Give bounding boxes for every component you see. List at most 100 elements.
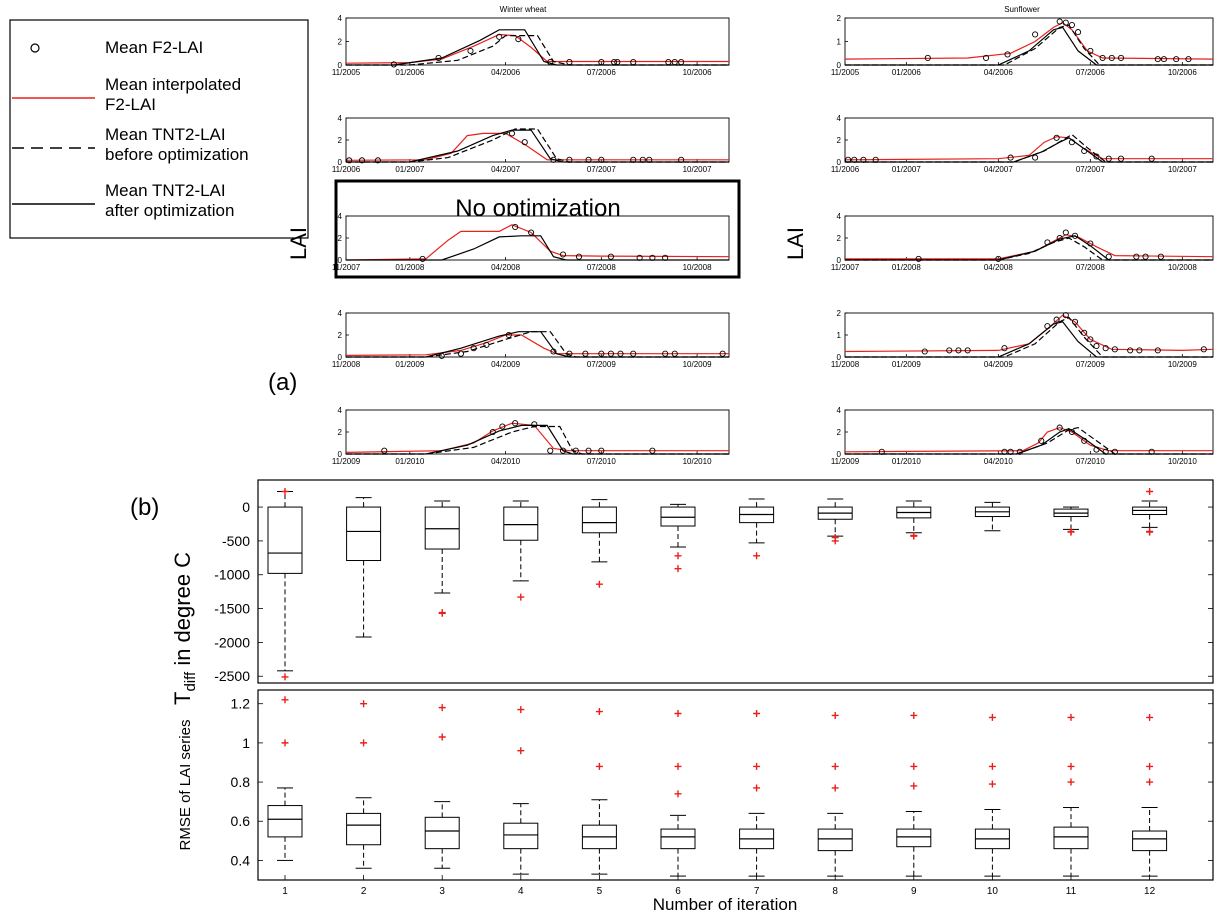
- lai-observed-point: [1136, 347, 1143, 354]
- lai-xtick-label: 10/2007: [683, 165, 712, 174]
- title-sunflower: Sunflower: [1004, 5, 1040, 14]
- lai-observed-point: [1148, 155, 1155, 162]
- lai-plot-frame: [844, 409, 1214, 455]
- boxplot-b-top: 0 -500 -1000 -1500 -2000 -2500: [214, 488, 1213, 684]
- lai-observed-point: [435, 54, 442, 62]
- lai-xtick-label: 04/2009: [491, 360, 520, 369]
- box-iteration-12: 12: [1132, 713, 1168, 897]
- lai-observed-point: [483, 341, 490, 348]
- lai-observed-point: [1117, 54, 1125, 62]
- lai-chart-sunflower-2005-2006: 0 1 2 11/2005 01/2006 04/2006 07/2006 10/2006: [831, 14, 1214, 77]
- box-bottom-frame: [257, 689, 1214, 881]
- box-xtick-label: 10: [987, 886, 999, 897]
- lai-observed-point: [878, 448, 885, 455]
- box-outlier: [595, 580, 603, 588]
- lai-observed-point: [547, 59, 554, 66]
- lai-observed-point: [346, 157, 353, 164]
- lai-observed-point: [566, 59, 573, 66]
- lai-observed-point: [915, 255, 922, 262]
- lai-chart-sunflower-2006-2007: 0 2 4 11/2006 01/2007 04/2007 07/2007 10/2007: [831, 114, 1214, 174]
- box-iqr: [660, 506, 696, 527]
- lai-xtick-label: 10/2010: [1168, 457, 1197, 466]
- lai-plot-frame: [345, 312, 730, 358]
- lai-plot-frame: [844, 215, 1214, 261]
- lai-xtick-label: 04/2008: [491, 263, 520, 272]
- lai-observed-point: [649, 447, 656, 454]
- lai-observed-point: [1117, 155, 1125, 162]
- lai-observed-point: [1133, 253, 1140, 260]
- lai-observed-point: [649, 254, 656, 261]
- box-ytick-label: 0.6: [231, 813, 251, 829]
- ylabel-lai-right: LAI: [783, 227, 808, 260]
- box-iqr: [346, 506, 382, 562]
- lai-observed-point: [374, 157, 381, 164]
- lai-plot-frame: [345, 409, 730, 455]
- box-ytick-label: 1: [242, 735, 250, 751]
- lai-ytick-label: 4: [338, 14, 343, 23]
- box-outlier: [1146, 778, 1154, 786]
- lai-xtick-label: 01/2007: [395, 165, 424, 174]
- lai-observed-point: [1081, 437, 1088, 444]
- box-outlier: [674, 762, 682, 770]
- lai-ytick-label: 0: [338, 353, 343, 362]
- lai-observed-point: [662, 254, 669, 261]
- lai-observed-point: [1154, 347, 1161, 354]
- box-iqr: [1132, 830, 1168, 852]
- box-outlier: [831, 762, 839, 770]
- lai-observed-point: [515, 36, 522, 43]
- box-xtick-label: 11: [1066, 886, 1077, 897]
- lai-ytick-label: 1: [837, 331, 842, 340]
- lai-observed-point: [512, 420, 519, 427]
- box-xtick-label: 12: [1144, 886, 1156, 897]
- box-xtick-label: 1: [282, 886, 288, 897]
- box-ytick-label: -1500: [214, 601, 250, 617]
- lai-observed-point: [611, 59, 618, 66]
- lai-observed-point: [964, 347, 971, 354]
- box-ytick-label: 1.2: [231, 696, 251, 712]
- box-iteration-9: [896, 500, 932, 540]
- box-iqr: [503, 506, 539, 541]
- box-iteration-8: 8: [817, 711, 853, 897]
- lai-series-red: [844, 314, 1214, 353]
- lai-observed-point: [1185, 56, 1192, 63]
- lai-ytick-label: 0: [837, 256, 842, 265]
- lai-observed-point: [1087, 47, 1094, 54]
- box-iteration-10: 10: [974, 713, 1010, 897]
- box-outlier: [910, 782, 918, 790]
- lai-chart-wheat-2005-2006: 0 2 4 11/2005 01/2006 04/2006 07/2006 10/2006: [332, 14, 730, 77]
- lai-observed-point: [1108, 54, 1115, 62]
- box-outlier: [674, 565, 682, 573]
- lai-xtick-label: 07/2007: [587, 165, 616, 174]
- lai-xtick-label: 07/2008: [1076, 263, 1105, 272]
- lai-ytick-label: 4: [338, 114, 343, 123]
- box-ytick-label: 0: [242, 499, 250, 515]
- lai-xtick-label: 11/2007: [831, 263, 860, 272]
- box-iteration-4: [503, 500, 539, 601]
- lai-xtick-label: 07/2010: [587, 457, 616, 466]
- lai-xtick-label: 07/2010: [1076, 457, 1105, 466]
- lai-ytick-label: 1: [837, 38, 842, 47]
- box-xtick-label: 5: [597, 886, 603, 897]
- box-iqr: [267, 805, 303, 838]
- box-iqr: [660, 828, 696, 850]
- lai-observed-point: [521, 139, 528, 146]
- lai-observed-point: [528, 229, 535, 236]
- lai-observed-point: [1142, 253, 1149, 260]
- box-iteration-7: 7: [739, 710, 775, 897]
- lai-ytick-label: 2: [837, 234, 842, 243]
- box-iteration-11: [1053, 506, 1089, 536]
- lai-observed-point: [550, 156, 557, 163]
- box-iteration-6: 6: [660, 710, 696, 897]
- lai-ytick-label: 4: [837, 212, 842, 221]
- lai-observed-point: [467, 47, 474, 54]
- lai-observed-point: [1056, 234, 1063, 242]
- box-iteration-7: [739, 498, 775, 560]
- box-outlier: [674, 710, 682, 718]
- lai-chart-wheat-2008-2009: 0 2 4 11/2008 01/2009 04/2009 07/2009 10/2009: [332, 309, 730, 369]
- lai-series-solid: [346, 331, 729, 358]
- box-outlier: [831, 711, 839, 719]
- lai-xtick-label: 11/2005: [332, 68, 361, 77]
- lai-observed-point: [598, 350, 605, 357]
- ylabel-tdiff-rest: in degree C: [170, 552, 195, 672]
- lai-observed-point: [1001, 448, 1008, 455]
